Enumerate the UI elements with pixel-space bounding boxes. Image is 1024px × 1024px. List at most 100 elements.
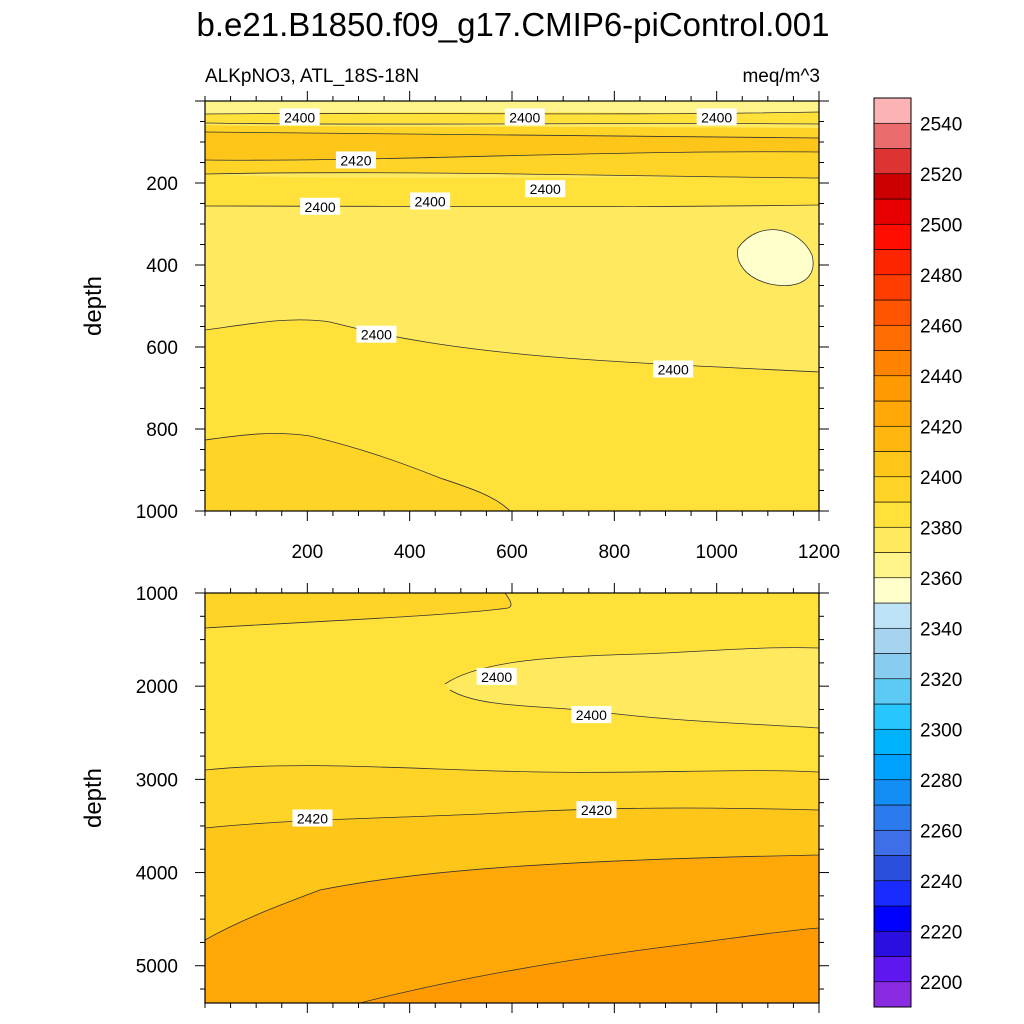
colorbar-swatch: [873, 678, 912, 705]
x-tick-label: 200: [291, 542, 323, 563]
colorbar-swatch: [873, 627, 912, 654]
contour-label: 2400: [525, 180, 566, 198]
colorbar-swatch: [873, 703, 912, 730]
contour-label-box: [356, 325, 397, 343]
colorbar-swatch: [873, 501, 912, 528]
y-tick-label: 800: [146, 420, 178, 441]
contour-label-text: 2400: [509, 109, 540, 125]
y-tick-label: 4000: [136, 864, 178, 885]
contour-label: 2400: [476, 667, 517, 685]
colorbar-swatch: [873, 148, 912, 175]
variable-label: ALKpNO3, ATL_18S-18N: [205, 66, 419, 87]
contour-label-box: [576, 801, 617, 819]
contour-label-box: [279, 108, 320, 126]
contour-label-text: 2400: [481, 669, 512, 685]
x-tick-label: 600: [496, 542, 528, 563]
colorbar-swatch: [873, 829, 912, 856]
contour-label: 2420: [292, 809, 333, 827]
x-tick-label: 400: [394, 542, 426, 563]
lower-contour-labels: 2400 2400 2420 2420: [292, 667, 617, 827]
panel-upper: 2400 2400 2400 2420 2400 2400 2400 2400 2400 200…: [80, 91, 840, 563]
contour-label-box: [653, 360, 694, 378]
colorbar-tick-label: 2280: [920, 771, 962, 792]
upper-region-2420-deep: [205, 433, 510, 511]
colorbar-swatch: [873, 804, 912, 831]
contour-label-box: [410, 192, 451, 210]
colorbar-swatch: [873, 653, 912, 680]
contour-label-box: [476, 667, 517, 685]
colorbar-tick-label: 2460: [920, 316, 962, 337]
lower-region-2420-top: [205, 593, 512, 628]
lower-contour-lines: [205, 593, 819, 1003]
contour-label: 2400: [300, 197, 341, 215]
contour-label-text: 2420: [581, 802, 612, 818]
colorbar-tick-label: 2300: [920, 720, 962, 741]
colorbar-tick-label: 2540: [920, 114, 962, 135]
colorbar-swatch: [873, 274, 912, 301]
y-tick-label: 400: [146, 256, 178, 277]
colorbar-swatch: [873, 779, 912, 806]
colorbar-swatch: [873, 324, 912, 351]
colorbar-swatch: [873, 754, 912, 781]
colorbar-swatch: [873, 223, 912, 250]
upper-contour-labels: 2400 2400 2400 2420 2400 2400 2400 2400 2400: [279, 108, 737, 378]
contour-label-box: [300, 197, 341, 215]
x-tick-label: 1000: [696, 542, 738, 563]
contour-label-text: 2400: [361, 327, 392, 343]
lower-region-2400: [445, 647, 819, 728]
colorbar-swatch: [873, 476, 912, 503]
chart-title: b.e21.B1850.f09_g17.CMIP6-piControl.001: [197, 6, 830, 43]
y-tick-label: 200: [146, 174, 178, 195]
colorbar: 2200 2220 2240 2260 2280 2300 2320 2340 2360 2380…: [873, 97, 962, 1008]
y-tick-label: 1000: [136, 502, 178, 523]
colorbar-tick-label: 2380: [920, 518, 962, 539]
colorbar-swatch: [873, 577, 912, 604]
upper-region-2380: [737, 229, 814, 286]
colorbar-swatch: [873, 526, 912, 553]
colorbar-swatch: [873, 602, 912, 629]
contour-label-text: 2400: [305, 199, 336, 215]
contour-label-text: 2400: [530, 181, 561, 197]
colorbar-swatch: [873, 375, 912, 402]
colorbar-tick-label: 2320: [920, 670, 962, 691]
contour-label: 2420: [576, 801, 617, 819]
lower-filled-contours: [205, 593, 819, 1003]
colorbar-swatch: [873, 198, 912, 225]
y-tick-label: 3000: [136, 770, 178, 791]
colorbar-tick-label: 2480: [920, 266, 962, 287]
contour-label: 2400: [504, 108, 545, 126]
contour-label-text: 2420: [340, 152, 371, 168]
colorbar-swatch: [873, 552, 912, 579]
contour-label-text: 2400: [701, 109, 732, 125]
colorbar-swatch: [873, 956, 912, 983]
contour-label-text: 2400: [576, 707, 607, 723]
colorbar-frame: [873, 97, 912, 1008]
contour-label-box: [504, 108, 545, 126]
colorbar-tick-label: 2500: [920, 215, 962, 236]
colorbar-swatch: [873, 299, 912, 326]
colorbar-tick-label: 2200: [920, 973, 962, 994]
units-label: meq/m^3: [742, 66, 820, 87]
lower-ylabel: depth: [80, 768, 107, 828]
colorbar-swatch: [873, 981, 912, 1008]
colorbar-tick-label: 2440: [920, 367, 962, 388]
contour-label: 2400: [279, 108, 320, 126]
colorbar-swatch: [873, 249, 912, 276]
colorbar-tick-label: 2260: [920, 821, 962, 842]
colorbar-swatch: [873, 930, 912, 957]
colorbar-swatch: [873, 451, 912, 478]
y-tick-label: 600: [146, 338, 178, 359]
colorbar-swatch: [873, 400, 912, 427]
y-tick-label: 1000: [136, 584, 178, 605]
colorbar-tick-label: 2520: [920, 165, 962, 186]
lower-axis-ticks: 1000 2000 3000 4000 5000: [136, 583, 829, 1013]
upper-ylabel: depth: [80, 276, 107, 336]
colorbar-tick-label: 2340: [920, 619, 962, 640]
contour-label: 2420: [335, 151, 376, 169]
panel-lower: 2400 2400 2420 2420 1000 2000 3000 4000 5000 de…: [80, 583, 829, 1013]
contour-label-text: 2420: [297, 811, 328, 827]
colorbar-swatch: [873, 425, 912, 452]
contour-label-text: 2400: [284, 109, 315, 125]
colorbar-swatch: [873, 880, 912, 907]
